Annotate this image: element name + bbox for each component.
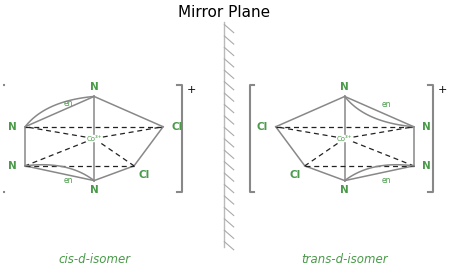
Text: N: N — [340, 82, 349, 92]
Text: en: en — [64, 176, 73, 185]
Text: N: N — [90, 82, 99, 92]
Text: Cl: Cl — [290, 170, 301, 181]
Text: en: en — [64, 99, 73, 108]
Text: +: + — [438, 85, 447, 95]
Text: Cl: Cl — [138, 170, 149, 181]
Text: Cl: Cl — [171, 122, 182, 132]
Text: N: N — [90, 185, 99, 195]
Text: Co³⁺: Co³⁺ — [86, 135, 102, 142]
Text: +: + — [187, 85, 196, 95]
Text: N: N — [9, 122, 17, 132]
Text: en: en — [382, 100, 391, 109]
Text: N: N — [422, 122, 430, 132]
Text: Mirror Plane: Mirror Plane — [178, 5, 270, 20]
Text: N: N — [9, 161, 17, 171]
Text: Cl: Cl — [256, 122, 268, 132]
Text: en: en — [382, 176, 391, 185]
Text: Co³⁺: Co³⁺ — [337, 135, 353, 142]
Text: trans-d-isomer: trans-d-isomer — [301, 253, 388, 266]
Text: cis-d-isomer: cis-d-isomer — [58, 253, 130, 266]
Text: N: N — [340, 185, 349, 195]
Text: N: N — [422, 161, 430, 171]
